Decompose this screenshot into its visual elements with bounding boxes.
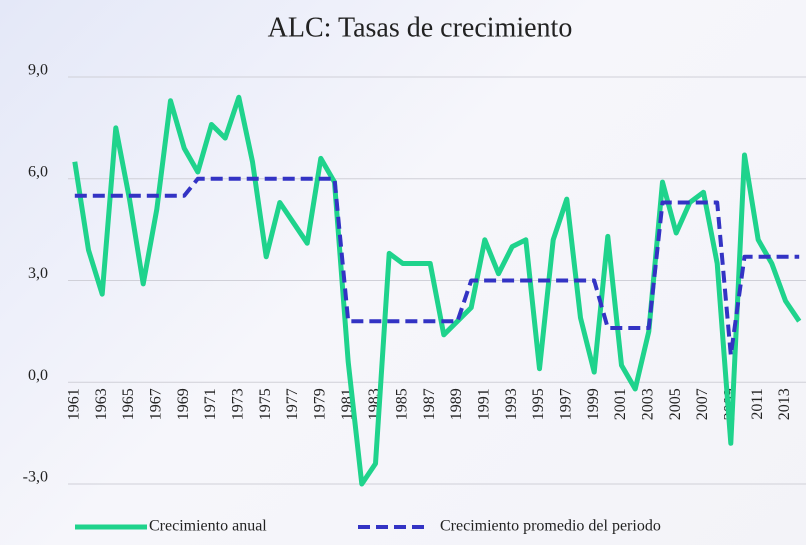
legend-label: Crecimiento promedio del periodo — [440, 518, 661, 535]
x-tick-label: 1995 — [530, 388, 547, 420]
x-tick-label: 1971 — [202, 388, 219, 420]
x-tick-label: 1979 — [312, 388, 329, 420]
x-tick-label: 1987 — [421, 388, 438, 420]
series-line — [72, 94, 802, 487]
y-tick-label: 3,0 — [28, 265, 48, 282]
x-tick-label: 1991 — [476, 388, 493, 420]
legend-label: Crecimiento anual — [149, 518, 267, 535]
series-line — [74, 176, 800, 358]
x-tick-label: 1977 — [284, 388, 301, 420]
x-tick-label: 1961 — [66, 388, 83, 420]
x-tick-label: 2013 — [776, 388, 793, 420]
x-tick-label: 1999 — [585, 388, 602, 420]
x-tick-label: 2011 — [749, 388, 766, 419]
x-tick-label: 1993 — [503, 388, 520, 420]
x-tick-label: 2005 — [667, 388, 684, 420]
x-tick-label: 1989 — [448, 388, 465, 420]
y-tick-label: 6,0 — [28, 163, 48, 180]
y-tick-label: 9,0 — [28, 62, 48, 79]
x-tick-label: 1967 — [148, 388, 165, 420]
x-tick-label: 2001 — [612, 388, 629, 420]
x-tick-label: 2003 — [640, 388, 657, 420]
x-tick-label: 1997 — [558, 388, 575, 420]
chart-title: ALC: Tasas de crecimiento — [268, 12, 573, 43]
x-tick-label: 1965 — [120, 388, 137, 420]
y-tick-label: 0,0 — [28, 367, 48, 384]
x-tick-label: 1969 — [175, 388, 192, 420]
x-tick-label: 2007 — [694, 388, 711, 420]
x-tick-label: 1963 — [93, 388, 110, 420]
x-tick-label: 1975 — [257, 388, 274, 420]
y-tick-label: -3,0 — [23, 469, 48, 486]
x-tick-label: 1973 — [230, 388, 247, 420]
x-tick-label: 1985 — [394, 388, 411, 420]
